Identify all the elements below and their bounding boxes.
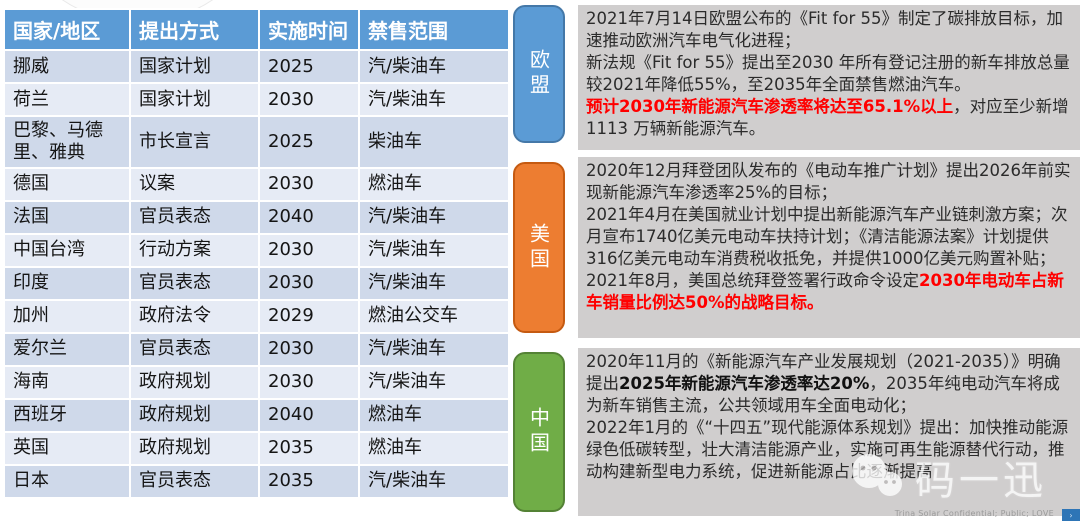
text-segment: 预计2030年新能源汽车渗透率将达至65.1%以上 [586, 97, 954, 116]
table-cell: 官员表态 [131, 267, 258, 299]
table-cell: 汽/柴油车 [360, 333, 508, 365]
table-cell: 政府法令 [131, 300, 258, 332]
table-cell: 英国 [5, 432, 129, 464]
table-cell: 汽/柴油车 [360, 201, 508, 233]
table-cell: 官员表态 [131, 465, 258, 497]
table-row: 爱尔兰 官员表态 2030 汽/柴油车 [5, 333, 508, 365]
text-segment: ，2035年纯电动汽车将成为新车销售主流，公共领域用车全面电动化； 2022年1… [586, 374, 1069, 481]
table-cell: 日本 [5, 465, 129, 497]
table-cell: 汽/柴油车 [360, 267, 508, 299]
table-row: 日本 官员表态 2035 汽/柴油车 [5, 465, 508, 497]
table-cell: 议案 [131, 168, 258, 200]
table-cell: 挪威 [5, 51, 129, 82]
column-header: 实施时间 [260, 10, 358, 49]
table-cell: 2030 [260, 234, 358, 266]
table-cell: 2035 [260, 432, 358, 464]
text-segment: ，对应至少新增1113 万辆新能源汽车。 [586, 97, 1069, 138]
table-cell: 爱尔兰 [5, 333, 129, 365]
table-cell: 2029 [260, 300, 358, 332]
table-cell: 行动方案 [131, 234, 258, 266]
panel-text: 2021年7月14日欧盟公布的《Fit for 55》制定了碳排放目标，加速推动… [578, 5, 1080, 150]
table-row: 英国 政府规划 2035 燃油车 [5, 432, 508, 464]
table-cell: 汽/柴油车 [360, 366, 508, 398]
column-header: 提出方式 [131, 10, 258, 49]
table-cell: 荷兰 [5, 84, 129, 115]
table-cell: 燃油车 [360, 168, 508, 200]
table-cell: 汽/柴油车 [360, 465, 508, 497]
table-cell: 2040 [260, 399, 358, 431]
table-cell: 政府规划 [131, 399, 258, 431]
table-cell: 2025 [260, 117, 358, 167]
footer-note: Trina Solar Confidential; Public; LOVE [894, 509, 1054, 518]
ban-table-body: 挪威 国家计划 2025 汽/柴油车 荷兰 国家计划 2030 汽/柴油车 巴黎、马德里、雅典市… [5, 51, 508, 497]
table-cell: 国家计划 [131, 51, 258, 82]
table-cell: 燃油车 [360, 399, 508, 431]
table-cell: 法国 [5, 201, 129, 233]
table-row: 西班牙 政府规划 2040 燃油车 [5, 399, 508, 431]
ban-table: 国家/地区 提出方式 实施时间 禁售范围 挪威 国家计划 2025 汽/柴油车 荷兰 国家计划 2… [3, 8, 510, 499]
table-cell: 印度 [5, 267, 129, 299]
table-cell: 西班牙 [5, 399, 129, 431]
text-segment: 2020年12月拜登团队发布的《电动车推广计划》提出2026年前实现新能源汽车渗… [586, 161, 1071, 290]
table-cell: 国家计划 [131, 84, 258, 115]
table-cell: 市长宣言 [131, 117, 258, 167]
page-corner-badge: › [1062, 509, 1080, 521]
table-cell: 2030 [260, 333, 358, 365]
column-header: 国家/地区 [5, 10, 129, 49]
table-row: 中国台湾 行动方案 2030 汽/柴油车 [5, 234, 508, 266]
text-segment: 2021年7月14日欧盟公布的《Fit for 55》制定了碳排放目标，加速推动… [586, 9, 1070, 94]
table-row: 加州 政府法令 2029 燃油公交车 [5, 300, 508, 332]
table-cell: 政府规划 [131, 366, 258, 398]
column-header: 禁售范围 [360, 10, 508, 49]
table-cell: 汽/柴油车 [360, 234, 508, 266]
text-segment: 2030年电动车占新车销量比例达50%的战略目标。 [586, 271, 1064, 312]
table-row: 法国 官员表态 2040 汽/柴油车 [5, 201, 508, 233]
panel-text: 2020年11月的《新能源汽车产业发展规划（2021-2035）》明确提出202… [578, 348, 1080, 516]
table-cell: 官员表态 [131, 333, 258, 365]
table-row: 印度 官员表态 2030 汽/柴油车 [5, 267, 508, 299]
table-cell: 2025 [260, 51, 358, 82]
table-cell: 2040 [260, 201, 358, 233]
table-row: 挪威 国家计划 2025 汽/柴油车 [5, 51, 508, 82]
table-cell: 巴黎、马德里、雅典 [5, 117, 129, 167]
region-label: 中国 [513, 352, 565, 512]
table-cell: 柴油车 [360, 117, 508, 167]
table-cell: 德国 [5, 168, 129, 200]
table-cell: 2030 [260, 168, 358, 200]
table-cell: 燃油公交车 [360, 300, 508, 332]
table-cell: 2035 [260, 465, 358, 497]
table-cell: 2030 [260, 267, 358, 299]
panel-text: 2020年12月拜登团队发布的《电动车推广计划》提出2026年前实现新能源汽车渗… [578, 157, 1080, 338]
table-row: 海南 政府规划 2030 汽/柴油车 [5, 366, 508, 398]
table-row: 荷兰 国家计划 2030 汽/柴油车 [5, 84, 508, 115]
table-cell: 海南 [5, 366, 129, 398]
table-cell: 燃油车 [360, 432, 508, 464]
table-cell: 加州 [5, 300, 129, 332]
table-cell: 官员表态 [131, 201, 258, 233]
table-cell: 中国台湾 [5, 234, 129, 266]
table-cell: 汽/柴油车 [360, 51, 508, 82]
table-cell: 政府规划 [131, 432, 258, 464]
table-cell: 2030 [260, 84, 358, 115]
text-segment: 2025年新能源汽车渗透率达20% [619, 374, 870, 393]
text-segment: 2020年11月的《新能源汽车产业发展规划（2021-2035）》明确提出 [586, 352, 1061, 393]
region-label: 欧盟 [513, 5, 565, 143]
table-cell: 汽/柴油车 [360, 84, 508, 115]
ban-table-head-row: 国家/地区 提出方式 实施时间 禁售范围 [5, 10, 508, 49]
table-row: 巴黎、马德里、雅典 市长宣言 2025 柴油车 [5, 117, 508, 167]
table-cell: 2030 [260, 366, 358, 398]
region-label: 美国 [513, 162, 565, 333]
table-row: 德国 议案 2030 燃油车 [5, 168, 508, 200]
